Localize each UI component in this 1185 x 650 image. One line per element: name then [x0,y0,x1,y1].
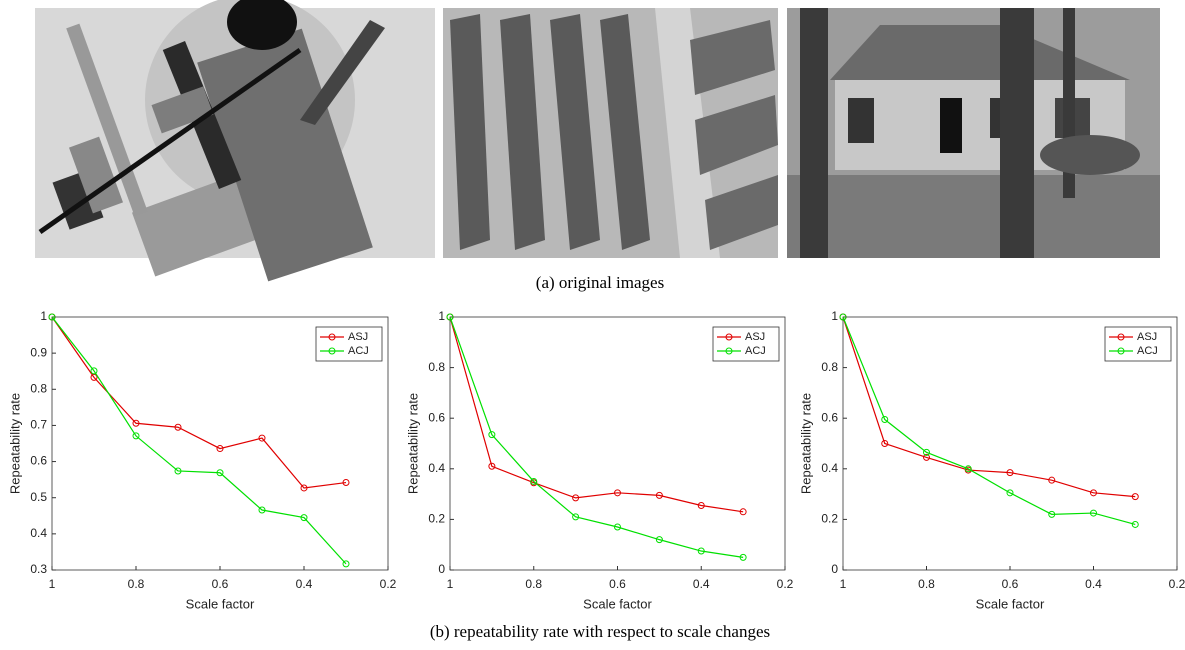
series-line [843,317,1135,524]
series-line [843,317,1135,497]
y-tick-label: 0.7 [30,418,47,432]
y-axis-label: Repeatability rate [7,393,22,494]
y-axis-label: Repeatability rate [405,393,420,494]
x-tick-label: 0.8 [128,577,145,591]
y-tick-label: 0 [831,562,838,576]
y-tick-label: 0.5 [30,490,47,504]
x-tick-label: 0.4 [296,577,313,591]
x-tick-label: 0.4 [693,577,710,591]
x-tick-label: 0.2 [777,577,794,591]
caption-b: (b) repeatability rate with respect to s… [430,622,770,641]
y-tick-label: 1 [438,309,445,323]
y-tick-label: 0.8 [428,360,445,374]
x-tick-label: 0.2 [380,577,397,591]
y-tick-label: 0.6 [30,454,47,468]
x-axis-label: Scale factor [186,596,255,611]
y-tick-label: 0.9 [30,345,47,359]
y-tick-label: 0.2 [821,512,838,526]
x-axis-label: Scale factor [976,596,1045,611]
legend-label: ACJ [745,345,766,357]
y-tick-label: 0.6 [821,410,838,424]
figure: (a) original images (b) repeatability ra… [0,0,1185,650]
x-tick-label: 1 [447,577,454,591]
x-tick-label: 1 [49,577,56,591]
legend-label: ACJ [348,345,369,357]
y-tick-label: 0.8 [30,381,47,395]
series-line [450,317,743,512]
x-tick-label: 0.2 [1169,577,1185,591]
y-tick-label: 0.4 [821,461,838,475]
image-house [787,8,1160,258]
x-tick-label: 0.8 [525,577,542,591]
caption-a: (a) original images [536,273,664,292]
series-line [52,317,346,564]
y-tick-label: 0.8 [821,360,838,374]
image-building [443,8,778,258]
x-axis-label: Scale factor [583,596,652,611]
y-tick-label: 0.4 [428,461,445,475]
y-axis-label: Repeatability rate [798,393,813,494]
y-tick-label: 0.2 [428,512,445,526]
legend-label: ASJ [745,331,765,343]
x-tick-label: 0.4 [1085,577,1102,591]
x-tick-label: 1 [840,577,847,591]
x-tick-label: 0.6 [212,577,229,591]
x-tick-label: 0.6 [609,577,626,591]
y-tick-label: 1 [40,309,47,323]
x-tick-label: 0.6 [1002,577,1019,591]
legend-label: ASJ [1137,331,1157,343]
legend-label: ACJ [1137,345,1158,357]
y-tick-label: 0.3 [30,562,47,576]
x-tick-label: 0.8 [918,577,935,591]
series-line [52,317,346,488]
image-painting [35,0,435,281]
y-tick-label: 0 [438,562,445,576]
y-tick-label: 1 [831,309,838,323]
y-tick-label: 0.6 [428,410,445,424]
legend-label: ASJ [348,331,368,343]
y-tick-label: 0.4 [30,526,47,540]
